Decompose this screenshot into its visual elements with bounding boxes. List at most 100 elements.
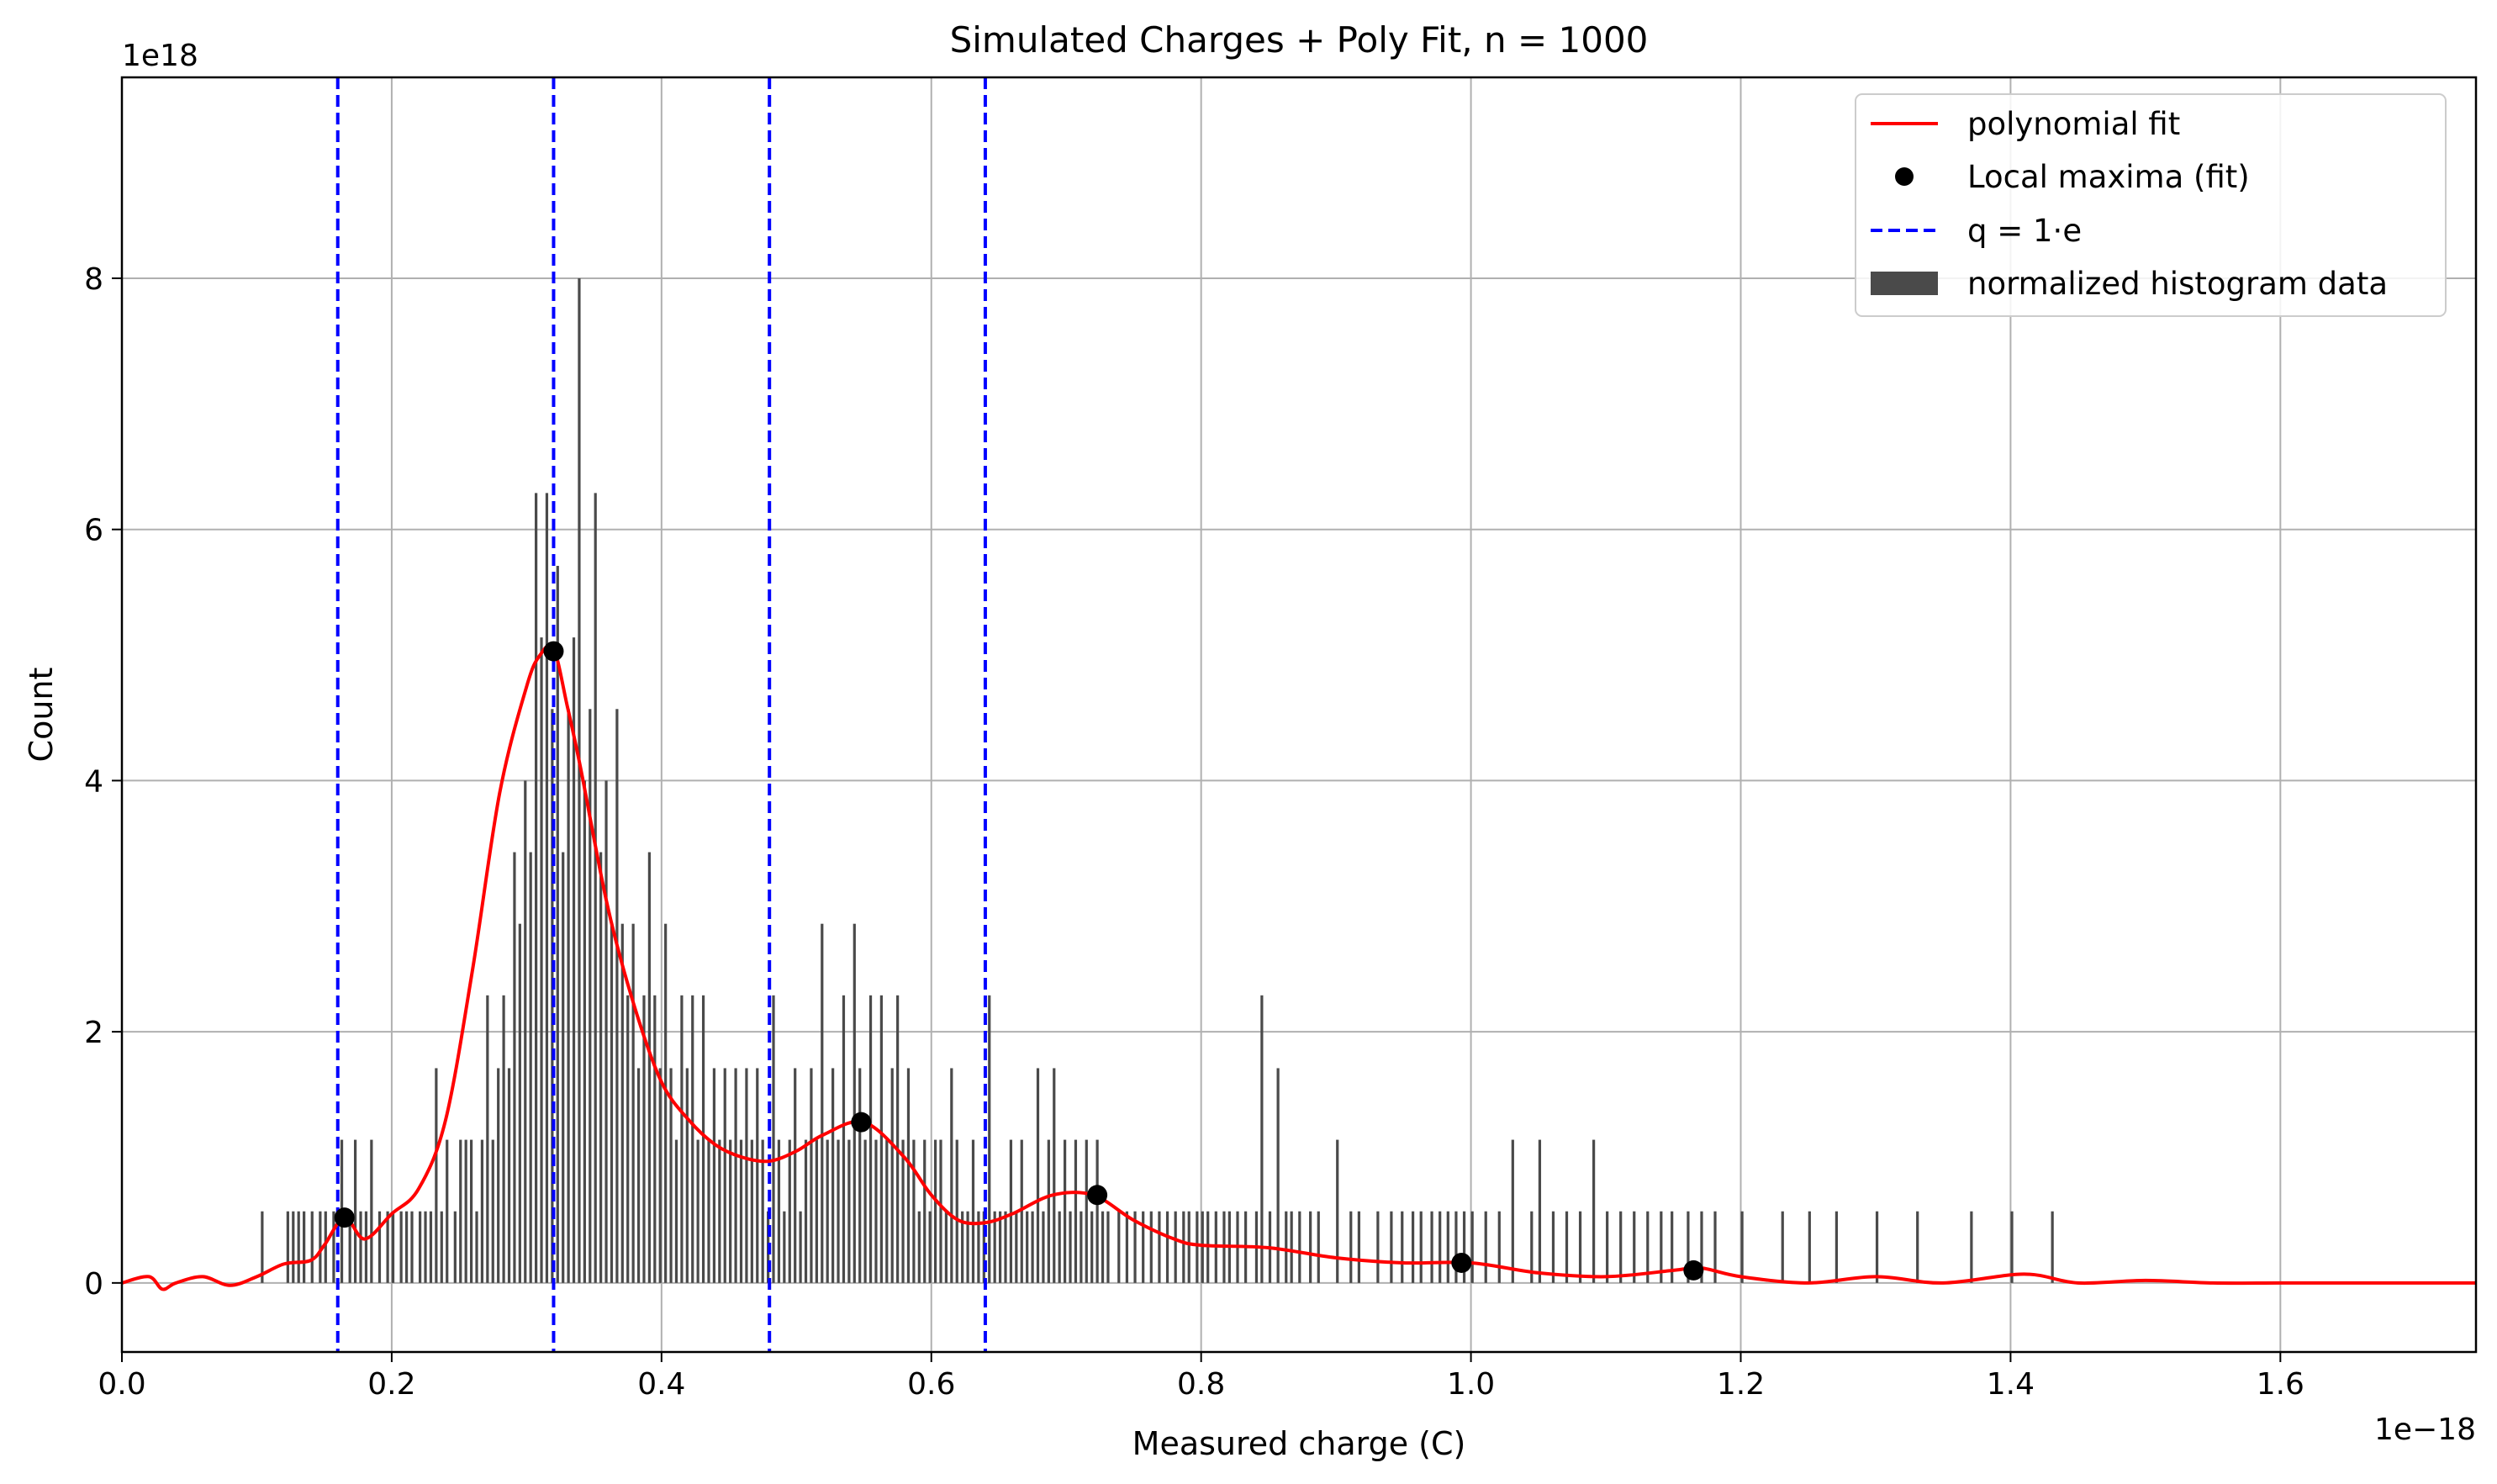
histogram-bar — [1439, 1211, 1442, 1283]
y-tick-label: 8 — [84, 262, 103, 297]
histogram-bar — [1026, 1211, 1029, 1283]
histogram-bar — [599, 852, 603, 1283]
histogram-bar — [1142, 1211, 1145, 1283]
histogram-bar — [664, 923, 668, 1283]
histogram-bar — [1660, 1211, 1663, 1283]
q-lines — [335, 77, 987, 1352]
histogram-bar — [507, 1068, 511, 1283]
histogram-bar — [804, 1139, 808, 1283]
histogram-bar — [404, 1211, 409, 1283]
histogram-bar — [324, 1211, 327, 1283]
legend-box — [1855, 93, 2447, 317]
histogram-bar — [297, 1211, 300, 1283]
histogram-bar — [1042, 1211, 1045, 1283]
histogram-bar — [545, 493, 549, 1283]
histogram-bar — [917, 1211, 921, 1283]
histogram-bar — [578, 277, 581, 1283]
histogram-bar — [419, 1211, 422, 1283]
histogram-bar — [1336, 1139, 1339, 1283]
x-tick-label: 1.4 — [1987, 1367, 2035, 1402]
histogram-bar — [955, 1139, 958, 1283]
histogram-bar — [1419, 1211, 1423, 1283]
histogram-bar — [1196, 1211, 1199, 1283]
histogram-bar — [604, 780, 608, 1283]
histogram-bar — [1484, 1211, 1487, 1283]
histogram-bar — [518, 923, 521, 1283]
histogram-bar — [729, 1139, 732, 1283]
histogram-bar — [589, 709, 592, 1283]
histogram-bar — [933, 1139, 937, 1283]
histogram-bar — [1074, 1139, 1078, 1283]
histogram-bar — [319, 1211, 322, 1283]
histogram-bar — [1090, 1211, 1094, 1283]
histogram-bar — [906, 1068, 911, 1283]
histogram-bar — [348, 1211, 351, 1283]
histogram-bar — [826, 1139, 829, 1283]
histogram-bar — [399, 1211, 403, 1283]
histogram-bar — [1031, 1211, 1034, 1283]
histogram-bar — [966, 1211, 969, 1283]
histogram-bar — [1530, 1211, 1534, 1283]
histogram-bar — [1187, 1211, 1190, 1283]
histogram-bar — [950, 1068, 953, 1283]
histogram-bar — [874, 1139, 878, 1283]
histogram-bar — [2010, 1211, 2014, 1283]
histogram-bar — [923, 1139, 926, 1283]
x-axis-ticks: 0.0 0.2 0.4 0.6 0.8 1.0 1.2 1.4 1.6 — [98, 1352, 2304, 1402]
histogram-bar — [691, 995, 694, 1283]
histogram-bar — [1015, 1211, 1018, 1283]
local-maximum-point — [543, 641, 564, 662]
histogram-bar — [901, 1139, 905, 1283]
histogram-bar — [971, 1139, 975, 1283]
histogram-bar — [745, 1068, 748, 1283]
histogram-bar — [1020, 1139, 1023, 1283]
histogram-bar — [821, 923, 824, 1283]
histogram-bar — [303, 1211, 306, 1283]
x-tick-label: 0.8 — [1177, 1367, 1225, 1402]
y-tick-label: 6 — [84, 514, 103, 548]
histogram-bar — [1260, 995, 1264, 1283]
x-tick-label: 0.0 — [98, 1367, 145, 1402]
histogram-bar — [636, 1068, 641, 1283]
histogram-bar — [734, 1068, 737, 1283]
histogram-bar — [1047, 1139, 1050, 1283]
histogram-bar — [696, 1139, 699, 1283]
histogram-bar — [610, 923, 614, 1283]
local-maximum-point — [1087, 1185, 1108, 1206]
histogram-bar — [879, 995, 883, 1283]
histogram-bar — [939, 1139, 942, 1283]
histogram-bar — [1376, 1211, 1380, 1283]
y-tick-label: 0 — [84, 1267, 103, 1302]
x-tick-label: 1.0 — [1447, 1367, 1495, 1402]
histogram-bar — [424, 1211, 427, 1283]
legend: polynomial fit Local maxima (fit) q = 1·… — [1855, 93, 2447, 317]
histogram-bar — [391, 1211, 395, 1283]
histogram-bar — [1290, 1211, 1293, 1283]
histogram-bar — [847, 1139, 851, 1283]
histogram-bar — [674, 1139, 678, 1283]
y-tick-label: 2 — [84, 1016, 103, 1050]
legend-fit-label: polynomial fit — [1967, 106, 2180, 142]
histogram-bar — [1390, 1211, 1393, 1283]
y-offset-text: 1e18 — [122, 39, 198, 73]
histogram-bar — [1454, 1211, 1458, 1283]
histogram-bar — [1095, 1139, 1099, 1283]
histogram-bar — [486, 995, 489, 1283]
legend-maxima-label: Local maxima (fit) — [1967, 159, 2250, 195]
histogram-bar — [928, 1211, 932, 1283]
histogram-bar — [1687, 1211, 1690, 1283]
histogram-bar — [799, 1211, 802, 1283]
histogram-bar — [1149, 1211, 1153, 1283]
histogram-bar — [912, 1139, 916, 1283]
histogram-bar — [1285, 1211, 1288, 1283]
chart-title: Simulated Charges + Poly Fit, n = 1000 — [950, 19, 1649, 61]
local-maximum-point — [1683, 1260, 1704, 1281]
histogram-bar — [810, 1068, 813, 1283]
histogram-bar — [885, 1139, 889, 1283]
histogram-bar — [669, 1068, 673, 1283]
histogram-bar — [572, 637, 576, 1283]
histogram-bar — [750, 1139, 753, 1283]
histogram-bar — [1317, 1211, 1320, 1283]
histogram-bar — [783, 1211, 786, 1283]
histogram-bar — [647, 852, 651, 1283]
